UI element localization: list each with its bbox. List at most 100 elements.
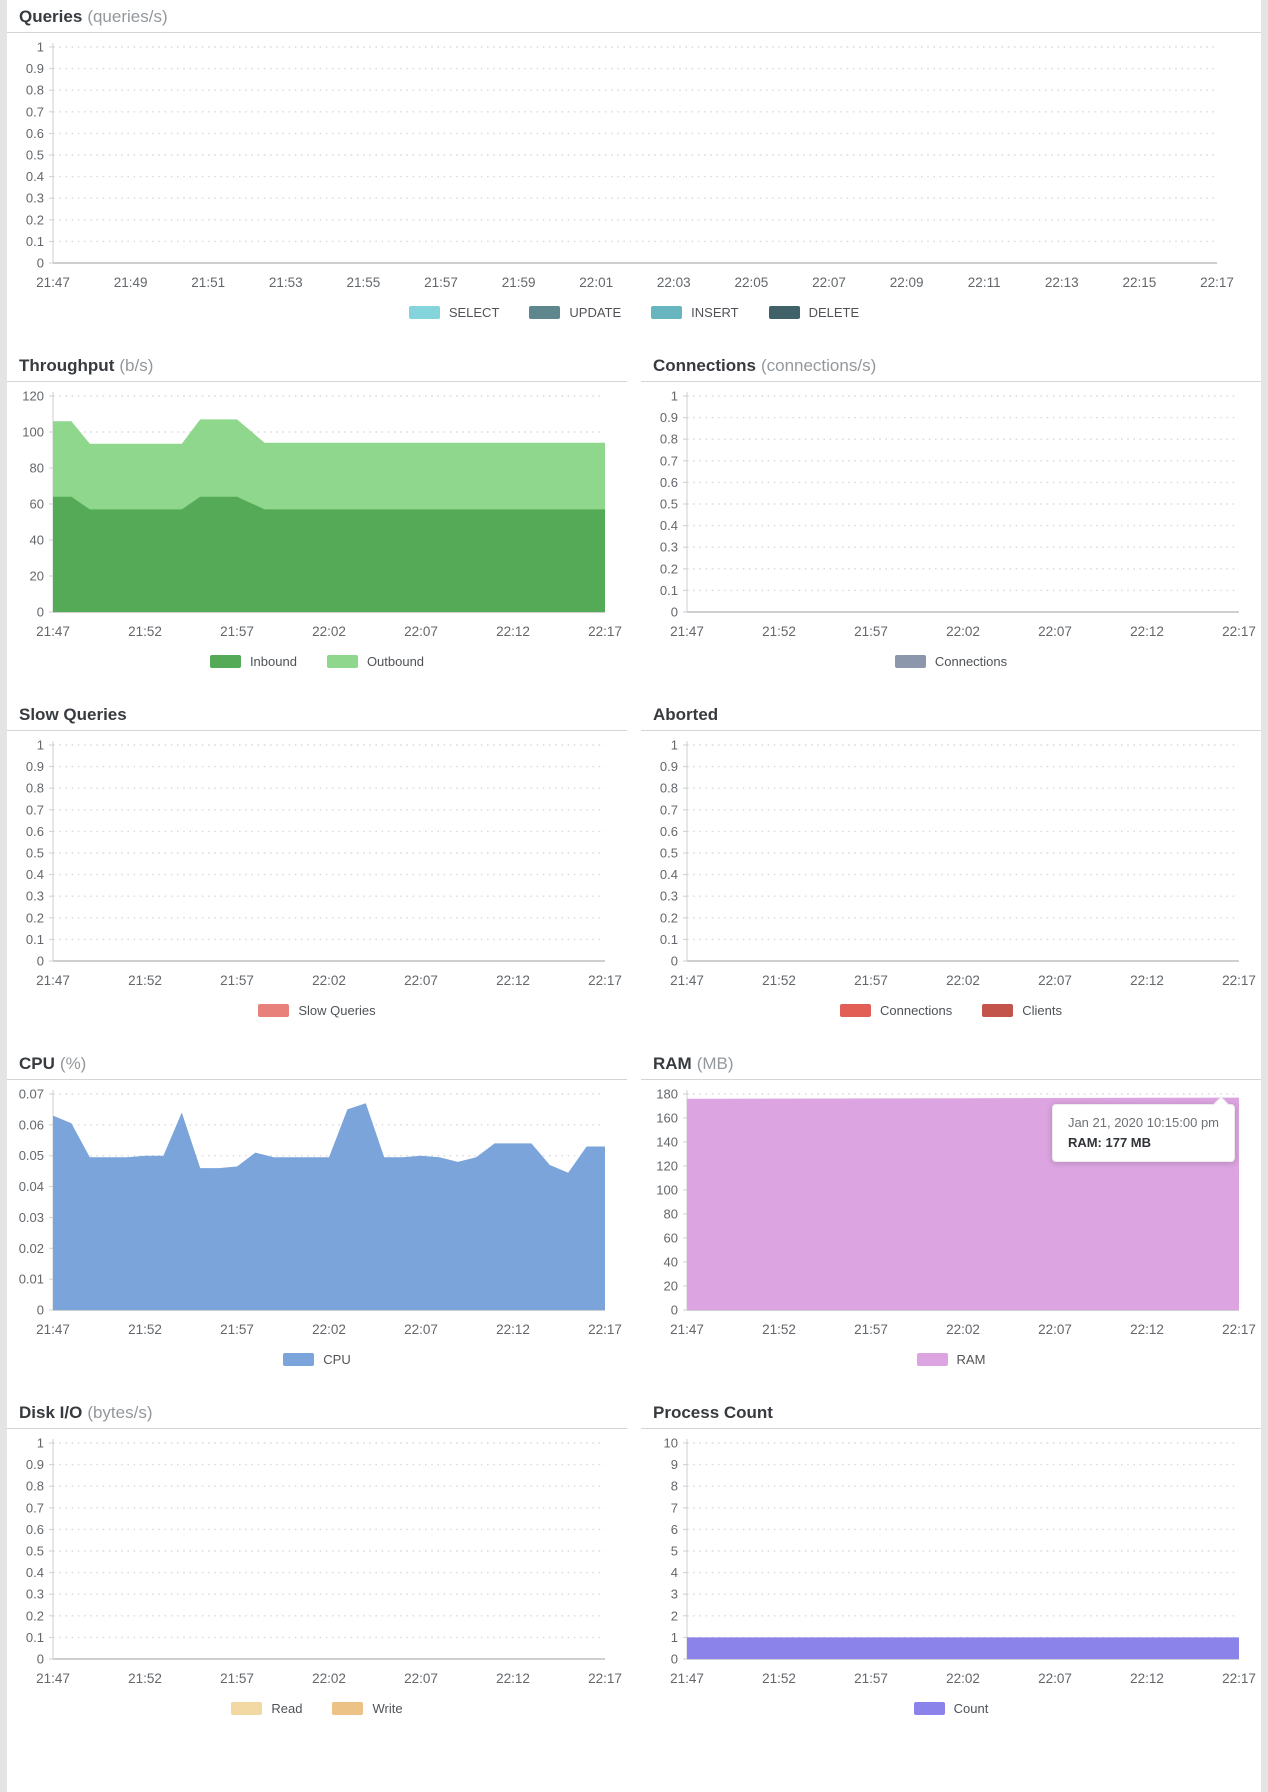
svg-text:21:53: 21:53 [269,275,303,290]
svg-text:21:55: 21:55 [347,275,381,290]
svg-text:6: 6 [671,1522,678,1537]
svg-text:22:17: 22:17 [1222,1671,1256,1686]
legend-swatch [332,1702,364,1715]
svg-text:22:17: 22:17 [1222,1322,1256,1337]
aborted-legend: Connections Clients [641,1003,1261,1018]
slow-queries-chart-canvas[interactable]: 1 0.9 0.8 0.7 0.6 0.5 0.4 0.3 0.2 0.1 0 21:47 21:52 2… [7,731,627,997]
svg-text:0.2: 0.2 [660,561,678,576]
cpu-chart-canvas[interactable]: 0.07 0.06 0.05 0.04 0.03 0.02 0.01 0 21:47 21:52 2… [7,1080,627,1346]
legend-label: Write [372,1701,403,1716]
legend-item-insert[interactable]: INSERT [651,305,739,320]
svg-text:21:57: 21:57 [220,624,254,639]
svg-text:21:52: 21:52 [128,973,162,988]
svg-text:21:47: 21:47 [36,973,70,988]
chart-unit: (connections/s) [760,356,877,375]
svg-text:0.7: 0.7 [26,104,44,119]
svg-text:21:57: 21:57 [220,1322,254,1337]
svg-text:0.4: 0.4 [26,867,44,882]
chart-unit: (queries/s) [87,7,168,26]
svg-text:22:11: 22:11 [968,275,1001,290]
svg-text:21:47: 21:47 [36,275,70,290]
legend-item-connections[interactable]: Connections [894,654,1007,669]
legend-item-delete[interactable]: DELETE [768,305,860,320]
legend-item-ram[interactable]: RAM [916,1352,985,1367]
svg-text:0.6: 0.6 [26,1522,44,1537]
throughput-chart-canvas[interactable]: 120 100 80 60 40 20 0 21:47 21:52 21:57 22:02 22:07… [7,382,627,648]
svg-text:22:07: 22:07 [404,1671,438,1686]
svg-text:120: 120 [656,1159,678,1174]
disk-io-chart-canvas[interactable]: 1 0.9 0.8 0.7 0.6 0.5 0.4 0.3 0.2 0.1 0 21:47 21:52 2… [7,1429,627,1695]
svg-text:0.4: 0.4 [660,518,678,533]
chart-svg: 1 0.9 0.8 0.7 0.6 0.5 0.4 0.3 0.2 0.1 0 21:47 21:52 2… [660,389,1256,640]
svg-text:0: 0 [37,256,44,271]
svg-text:60: 60 [664,1231,678,1246]
svg-text:22:17: 22:17 [1222,973,1256,988]
svg-text:21:52: 21:52 [128,624,162,639]
svg-text:22:07: 22:07 [812,275,846,290]
svg-text:0.5: 0.5 [660,846,678,861]
chart-card-connections: Connections (connections/s) 1 0.9 0.8 0.7 0.6… [641,354,1261,669]
svg-text:22:13: 22:13 [1045,275,1079,290]
row-slowqueries-aborted: Slow Queries 1 0.9 0.8 0.7 0.6 0.5 0.4 0.3 0.2 0.… [7,703,1261,1018]
legend-label: Outbound [366,654,425,669]
svg-text:21:57: 21:57 [424,275,458,290]
svg-text:80: 80 [30,461,44,476]
svg-text:0.7: 0.7 [26,1500,44,1515]
aborted-chart-canvas[interactable]: 1 0.9 0.8 0.7 0.6 0.5 0.4 0.3 0.2 0.1 0 21:47 21:52 2… [641,731,1261,997]
svg-text:22:12: 22:12 [496,1322,530,1337]
svg-text:21:59: 21:59 [502,275,536,290]
chart-svg: 120 100 80 60 40 20 0 21:47 21:52 21:57 22:02 22:07… [22,389,622,640]
area-series-count[interactable] [687,1637,1239,1659]
process-count-chart-canvas[interactable]: 10 9 8 7 6 5 4 3 2 1 0 21:47 21:52 21:57 22:02 22:07 22:… [641,1429,1261,1695]
row-diskio-processcount: Disk I/O (bytes/s) 1 0.9 0.8 0.7 0.6 0.5 0.4 0.3… [7,1401,1261,1716]
legend-item-outbound[interactable]: Outbound [326,654,425,669]
legend-swatch [839,1004,871,1017]
legend-item-cpu[interactable]: CPU [283,1352,351,1367]
legend-label: DELETE [808,305,860,320]
svg-text:0.6: 0.6 [26,824,44,839]
svg-text:2: 2 [671,1608,678,1623]
slow-queries-legend: Slow Queries [7,1003,627,1018]
legend-swatch [913,1702,945,1715]
legend-item-slow-queries[interactable]: Slow Queries [258,1003,376,1018]
legend-item-clients[interactable]: Clients [982,1003,1062,1018]
svg-text:22:01: 22:01 [579,275,613,290]
legend-label: INSERT [691,305,739,320]
svg-text:0.9: 0.9 [660,410,678,425]
legend-swatch [768,306,800,319]
queries-chart-canvas[interactable]: 1 0.9 0.8 0.7 0.6 0.5 0.4 0.3 0.2 0.1 0 21:47 21:49 2… [7,33,1261,299]
cpu-legend: CPU [7,1352,627,1367]
chart-svg: 0.07 0.06 0.05 0.04 0.03 0.02 0.01 0 21:47 21:52 2… [19,1087,622,1338]
legend-swatch [894,655,926,668]
svg-text:22:07: 22:07 [1038,973,1072,988]
svg-text:21:57: 21:57 [220,973,254,988]
connections-chart-canvas[interactable]: 1 0.9 0.8 0.7 0.6 0.5 0.4 0.3 0.2 0.1 0 21:47 21:52 2… [641,382,1261,648]
legend-item-select[interactable]: SELECT [408,305,499,320]
svg-text:40: 40 [30,533,44,548]
area-series-cpu[interactable] [53,1103,605,1310]
svg-text:0.1: 0.1 [26,932,44,947]
legend-item-count[interactable]: Count [913,1701,988,1716]
svg-text:21:57: 21:57 [220,1671,254,1686]
svg-text:0.9: 0.9 [26,61,44,76]
svg-text:0.2: 0.2 [26,1608,44,1623]
svg-text:22:02: 22:02 [312,973,346,988]
chart-svg: 1 0.9 0.8 0.7 0.6 0.5 0.4 0.3 0.2 0.1 0 21:47 21:52 2… [26,738,622,989]
svg-text:0.5: 0.5 [660,497,678,512]
legend-item-connections[interactable]: Connections [839,1003,952,1018]
legend-item-inbound[interactable]: Inbound [209,654,297,669]
chart-header: CPU (%) [7,1052,627,1080]
svg-text:22:17: 22:17 [1200,275,1234,290]
svg-text:0.4: 0.4 [26,1565,44,1580]
legend-item-update[interactable]: UPDATE [529,305,621,320]
legend-item-write[interactable]: Write [332,1701,403,1716]
svg-text:160: 160 [656,1111,678,1126]
svg-text:100: 100 [656,1183,678,1198]
svg-text:0: 0 [37,1303,44,1318]
ram-chart-canvas[interactable]: 180 160 140 120 100 80 60 40 20 0 21:47 21:52 21:57 2… [641,1080,1261,1346]
legend-item-read[interactable]: Read [231,1701,302,1716]
chart-card-aborted: Aborted 1 0.9 0.8 0.7 0.6 0.5 0.4 0.3 0.2 0.1 0 21:… [641,703,1261,1018]
svg-text:22:17: 22:17 [588,1671,622,1686]
area-series-inbound[interactable] [53,496,605,612]
svg-text:0: 0 [37,1652,44,1667]
